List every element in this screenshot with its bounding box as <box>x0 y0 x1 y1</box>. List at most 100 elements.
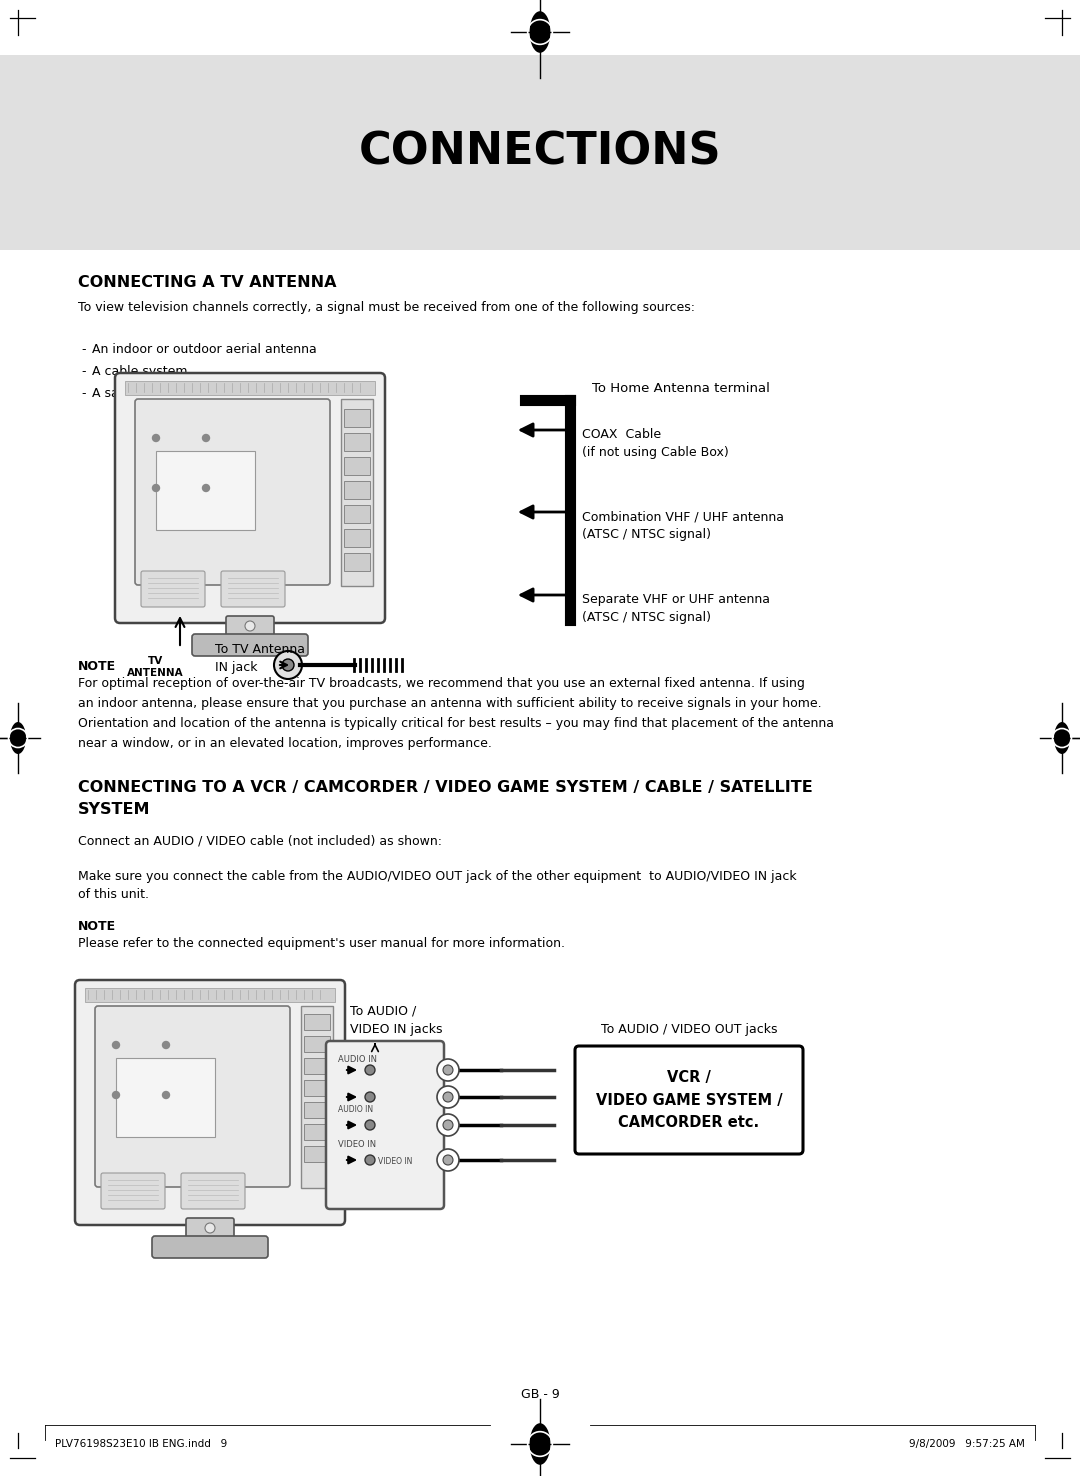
Ellipse shape <box>10 722 26 754</box>
FancyBboxPatch shape <box>303 1103 330 1117</box>
Circle shape <box>365 1156 375 1165</box>
Text: GB - 9: GB - 9 <box>521 1389 559 1402</box>
Text: VCR /
VIDEO GAME SYSTEM /
CAMCORDER etc.: VCR / VIDEO GAME SYSTEM / CAMCORDER etc. <box>596 1070 782 1129</box>
Text: COAX  Cable: COAX Cable <box>582 428 661 441</box>
Circle shape <box>112 1042 120 1048</box>
Circle shape <box>152 484 160 492</box>
FancyBboxPatch shape <box>114 373 384 623</box>
Text: An indoor or outdoor aerial antenna: An indoor or outdoor aerial antenna <box>92 342 316 356</box>
Text: Orientation and location of the antenna is typically critical for best results –: Orientation and location of the antenna … <box>78 717 834 731</box>
Text: PLV76198S23E10 IB ENG.indd   9: PLV76198S23E10 IB ENG.indd 9 <box>55 1439 227 1449</box>
Text: CONNECTIONS: CONNECTIONS <box>359 130 721 174</box>
FancyBboxPatch shape <box>303 1145 330 1162</box>
Circle shape <box>437 1114 459 1137</box>
Text: CONNECTING A TV ANTENNA: CONNECTING A TV ANTENNA <box>78 275 337 289</box>
FancyBboxPatch shape <box>345 458 370 475</box>
Text: Combination VHF / UHF antenna: Combination VHF / UHF antenna <box>582 511 784 523</box>
FancyBboxPatch shape <box>345 528 370 548</box>
Circle shape <box>365 1092 375 1103</box>
Text: an indoor antenna, please ensure that you purchase an antenna with sufficient ab: an indoor antenna, please ensure that yo… <box>78 697 822 710</box>
Circle shape <box>274 651 302 679</box>
Text: Make sure you connect the cable from the AUDIO/VIDEO OUT jack of the other equip: Make sure you connect the cable from the… <box>78 869 797 883</box>
Text: (ATSC / NTSC signal): (ATSC / NTSC signal) <box>582 611 711 624</box>
Text: IN jack: IN jack <box>215 661 257 675</box>
FancyBboxPatch shape <box>345 481 370 499</box>
FancyBboxPatch shape <box>135 399 330 584</box>
Text: Separate VHF or UHF antenna: Separate VHF or UHF antenna <box>582 593 770 607</box>
FancyBboxPatch shape <box>345 432 370 452</box>
Text: To AUDIO / VIDEO OUT jacks: To AUDIO / VIDEO OUT jacks <box>600 1023 778 1036</box>
Circle shape <box>162 1091 170 1098</box>
Text: AUDIO IN: AUDIO IN <box>338 1106 373 1114</box>
FancyBboxPatch shape <box>341 399 373 586</box>
Bar <box>85 987 335 1002</box>
FancyBboxPatch shape <box>303 1036 330 1052</box>
FancyBboxPatch shape <box>345 554 370 571</box>
Text: Please refer to the connected equipment's user manual for more information.: Please refer to the connected equipment'… <box>78 937 565 951</box>
Ellipse shape <box>529 1423 551 1464</box>
Text: TV
ANTENNA: TV ANTENNA <box>126 655 184 677</box>
Text: CONNECTING TO A VCR / CAMCORDER / VIDEO GAME SYSTEM / CABLE / SATELLITE: CONNECTING TO A VCR / CAMCORDER / VIDEO … <box>78 779 813 796</box>
Circle shape <box>203 484 210 492</box>
FancyBboxPatch shape <box>152 1235 268 1258</box>
FancyBboxPatch shape <box>181 1173 245 1209</box>
FancyBboxPatch shape <box>226 615 274 642</box>
Circle shape <box>205 1224 215 1232</box>
Text: NOTE: NOTE <box>78 920 117 933</box>
FancyBboxPatch shape <box>156 452 255 530</box>
Text: SYSTEM: SYSTEM <box>78 801 150 818</box>
Circle shape <box>437 1086 459 1108</box>
FancyBboxPatch shape <box>186 1218 234 1244</box>
Text: AUDIO IN: AUDIO IN <box>338 1055 377 1064</box>
Circle shape <box>437 1058 459 1080</box>
FancyBboxPatch shape <box>326 1041 444 1209</box>
Circle shape <box>365 1120 375 1131</box>
Text: To view television channels correctly, a signal must be received from one of the: To view television channels correctly, a… <box>78 301 696 314</box>
Bar <box>125 381 375 396</box>
FancyBboxPatch shape <box>303 1125 330 1139</box>
Bar <box>0 55 1080 249</box>
FancyBboxPatch shape <box>345 505 370 523</box>
Circle shape <box>162 1042 170 1048</box>
Text: Connect an AUDIO / VIDEO cable (not included) as shown:: Connect an AUDIO / VIDEO cable (not incl… <box>78 835 442 849</box>
Ellipse shape <box>1054 722 1070 754</box>
FancyBboxPatch shape <box>221 571 285 607</box>
Circle shape <box>282 658 294 672</box>
FancyBboxPatch shape <box>102 1173 165 1209</box>
FancyBboxPatch shape <box>75 980 345 1225</box>
Circle shape <box>443 1092 453 1103</box>
Text: VIDEO IN jacks: VIDEO IN jacks <box>350 1023 443 1036</box>
Circle shape <box>112 1091 120 1098</box>
Circle shape <box>443 1156 453 1165</box>
Text: -: - <box>81 365 86 378</box>
Text: -: - <box>81 387 86 400</box>
Text: A satellite system: A satellite system <box>92 387 204 400</box>
Circle shape <box>203 434 210 441</box>
Text: To TV Antenna: To TV Antenna <box>215 644 305 655</box>
Text: near a window, or in an elevated location, improves performance.: near a window, or in an elevated locatio… <box>78 737 491 750</box>
Text: of this unit.: of this unit. <box>78 889 149 900</box>
Text: To Home Antenna terminal: To Home Antenna terminal <box>592 382 770 396</box>
Text: (if not using Cable Box): (if not using Cable Box) <box>582 446 729 459</box>
Text: VIDEO IN: VIDEO IN <box>338 1139 376 1148</box>
Circle shape <box>245 621 255 632</box>
Text: VIDEO IN: VIDEO IN <box>378 1157 413 1166</box>
Circle shape <box>152 434 160 441</box>
FancyBboxPatch shape <box>345 409 370 427</box>
FancyBboxPatch shape <box>192 635 308 655</box>
Circle shape <box>443 1066 453 1075</box>
Text: 9/8/2009   9:57:25 AM: 9/8/2009 9:57:25 AM <box>909 1439 1025 1449</box>
FancyBboxPatch shape <box>575 1046 804 1154</box>
Ellipse shape <box>529 12 551 53</box>
FancyBboxPatch shape <box>95 1007 291 1187</box>
Text: NOTE: NOTE <box>78 660 117 673</box>
Text: A cable system: A cable system <box>92 365 188 378</box>
FancyBboxPatch shape <box>303 1058 330 1075</box>
Circle shape <box>437 1148 459 1170</box>
Circle shape <box>365 1066 375 1075</box>
FancyBboxPatch shape <box>301 1007 333 1188</box>
FancyBboxPatch shape <box>116 1058 215 1137</box>
Text: (ATSC / NTSC signal): (ATSC / NTSC signal) <box>582 528 711 542</box>
Text: -: - <box>81 342 86 356</box>
Text: To AUDIO /: To AUDIO / <box>350 1005 416 1018</box>
